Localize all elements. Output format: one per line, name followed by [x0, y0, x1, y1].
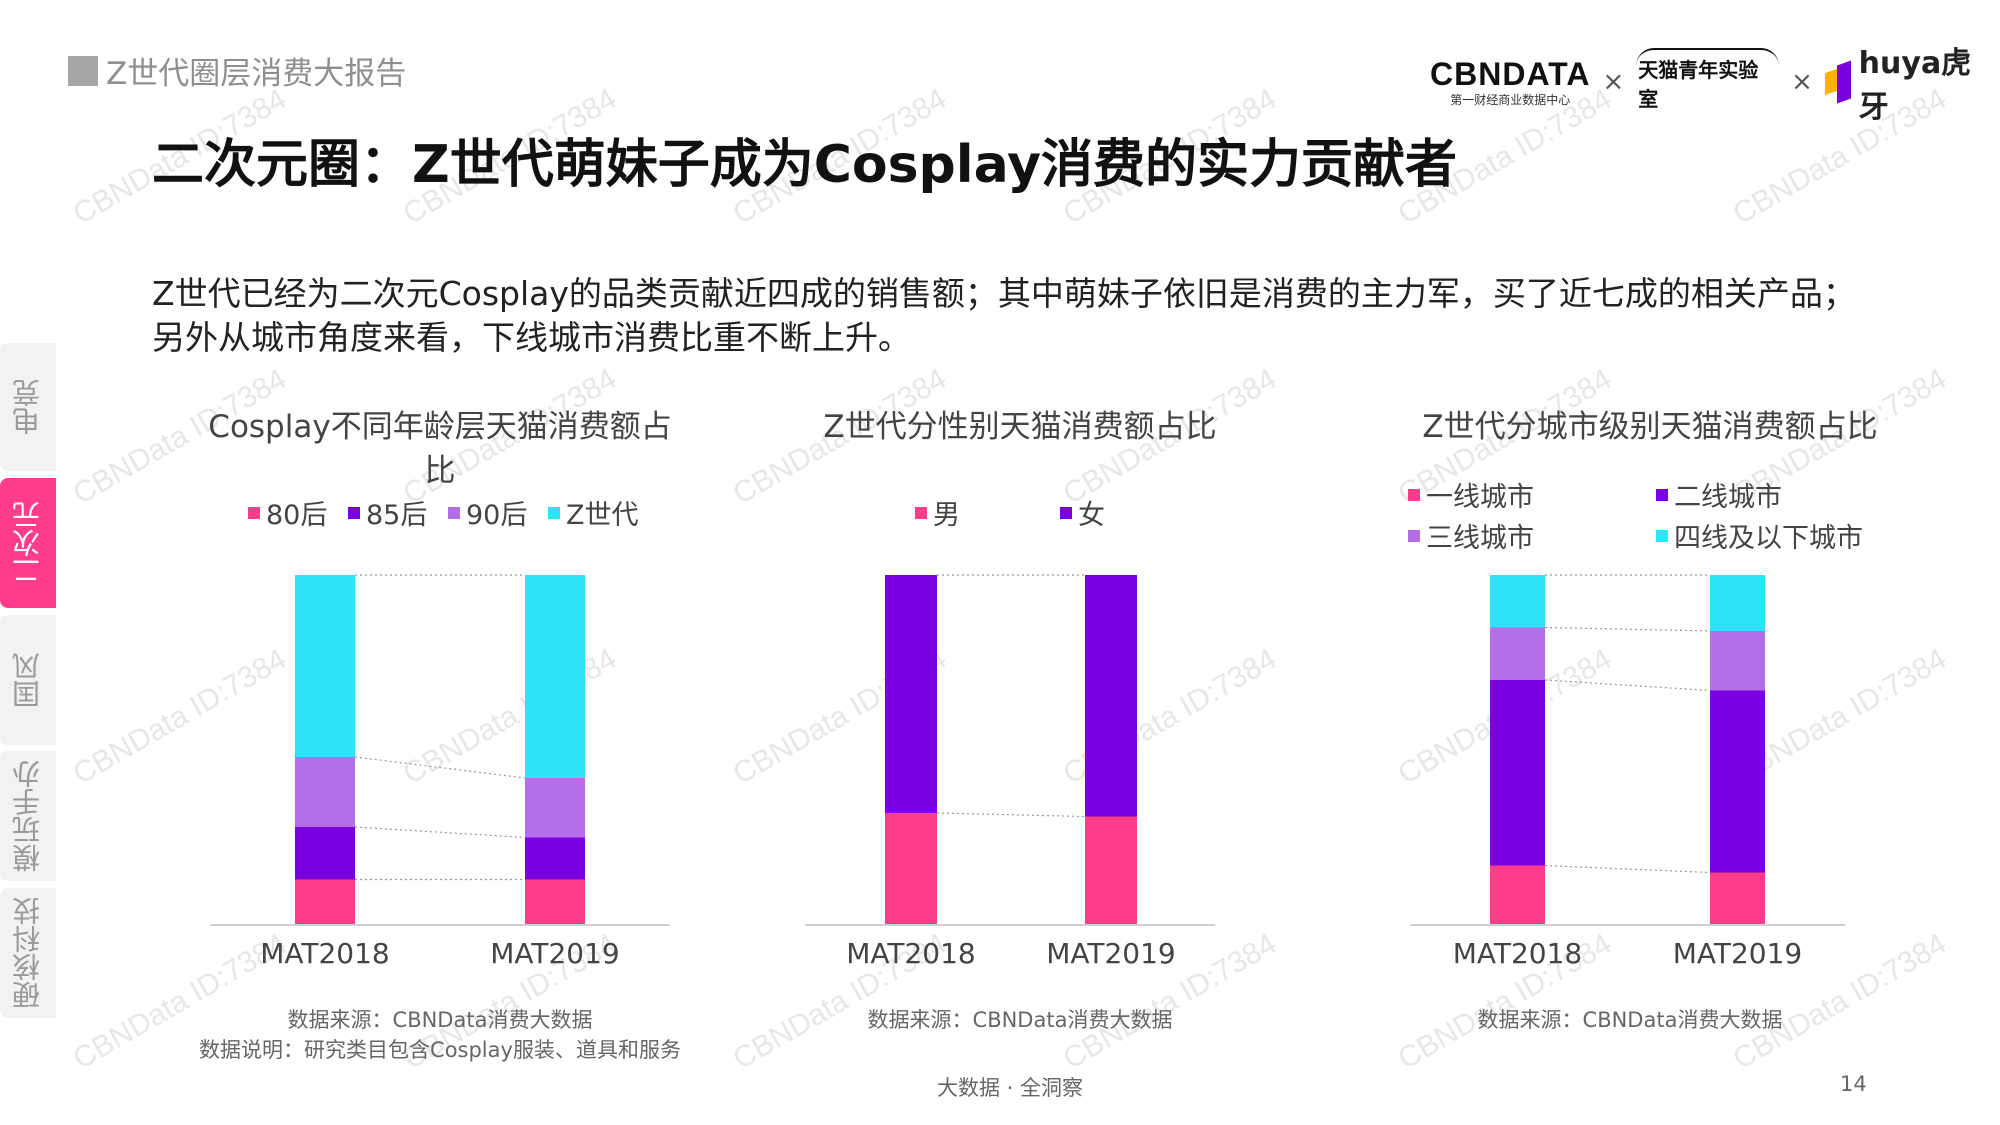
- x-tick-label: MAT2019: [1046, 937, 1176, 970]
- chart-3-source: 数据来源：CBNData消费大数据: [1477, 1008, 1783, 1032]
- bar-segment: [525, 778, 585, 838]
- bar-segment: [1490, 575, 1545, 628]
- bar-segment: [525, 879, 585, 925]
- report-name: Z世代圈层消费大报告: [106, 56, 407, 92]
- legend-label: 85后: [366, 500, 428, 531]
- legend-label: 女: [1078, 500, 1105, 531]
- bar-segment: [295, 575, 355, 757]
- x-tick-label: MAT2019: [1673, 937, 1803, 970]
- legend-item: 女: [1060, 493, 1105, 532]
- legend-label: 三线城市: [1426, 523, 1534, 554]
- series-connector: [1544, 679, 1711, 692]
- chart-3-notes: 数据来源：CBNData消费大数据: [1410, 1005, 1850, 1035]
- x-tick-label: MAT2018: [1453, 937, 1583, 970]
- partner-logos: CBNDATA 第一财经商业数据中心 × 天猫青年实验室 × huya虎牙: [1430, 38, 2000, 126]
- bar-segment: [295, 827, 355, 880]
- side-tab-esports[interactable]: 电竞: [0, 343, 56, 471]
- legend-item: 二线城市: [1656, 475, 1782, 514]
- x-tick-label: MAT2019: [490, 937, 620, 970]
- bar-segment: [525, 837, 585, 880]
- chart-1-plot: MAT2018 MAT2019: [210, 574, 670, 970]
- chart-2-title: Z世代分性别天猫消费额占比: [823, 409, 1217, 445]
- legend-item: Z世代: [548, 493, 639, 532]
- legend-item: 90后: [448, 493, 527, 532]
- side-tab-guofeng[interactable]: 国风: [0, 615, 56, 745]
- legend-item: 80后: [248, 493, 327, 532]
- bar-segment: [1710, 872, 1765, 925]
- legend-swatch: [348, 506, 360, 519]
- legend-swatch: [548, 506, 560, 519]
- legend-label: Z世代: [566, 500, 639, 531]
- legend-item: 男: [915, 493, 960, 532]
- bar-segment: [885, 575, 937, 813]
- chart-1-notes: 数据来源：CBNData消费大数据 数据说明：研究类目包含Cosplay服装、道…: [160, 1005, 720, 1065]
- series-connector: [1544, 864, 1711, 874]
- legend-label: 男: [933, 500, 960, 531]
- bar-segment: [1490, 627, 1545, 680]
- cbndata-logo-text: CBNDATA: [1430, 56, 1591, 92]
- legend-label: 二线城市: [1674, 482, 1782, 513]
- description-line: Z世代已经为二次元Cosplay的品类贡献近四成的销售额；其中萌妹子依旧是消费的…: [152, 274, 1856, 313]
- bar-segment: [295, 879, 355, 925]
- x-tick-label: MAT2018: [260, 937, 390, 970]
- tmall-lab-logo: 天猫青年实验室: [1636, 48, 1780, 116]
- legend-swatch: [1408, 488, 1420, 501]
- bar-segment: [1710, 690, 1765, 873]
- bar-segment: [1710, 575, 1765, 631]
- cbndata-logo-sub: 第一财经商业数据中心: [1450, 93, 1571, 107]
- legend-swatch: [248, 506, 260, 519]
- side-tab-tech[interactable]: 硬核科技: [0, 888, 56, 1018]
- legend-swatch: [1656, 529, 1668, 542]
- side-tab-models[interactable]: 模玩手办: [0, 751, 56, 881]
- page-number: 14: [1840, 1072, 1867, 1096]
- legend-swatch: [1060, 506, 1072, 519]
- bar-segment: [1490, 680, 1545, 866]
- legend-label: 一线城市: [1426, 482, 1534, 513]
- logo-separator: ×: [1791, 67, 1813, 97]
- huya-mark-icon: [1824, 60, 1853, 104]
- report-tag-square: [68, 55, 98, 86]
- bar-segment: [1490, 865, 1545, 925]
- chart-1-source: 数据来源：CBNData消费大数据: [287, 1008, 593, 1032]
- series-connector: [354, 756, 526, 779]
- bar-segment: [525, 575, 585, 778]
- page-title: 二次元圈：Z世代萌妹子成为Cosplay消费的实力贡献者: [152, 135, 1457, 195]
- chart-3-plot: MAT2018 MAT2019: [1410, 574, 1845, 970]
- chart-1-explanation: 数据说明：研究类目包含Cosplay服装、道具和服务: [199, 1038, 681, 1062]
- logo-separator: ×: [1602, 67, 1625, 97]
- x-tick-label: MAT2018: [846, 937, 976, 970]
- side-tab-acg[interactable]: 二次元: [0, 478, 56, 608]
- series-connector: [936, 812, 1086, 818]
- cbndata-logo: CBNDATA 第一财经商业数据中心: [1430, 56, 1590, 108]
- legend-label: 80后: [266, 500, 328, 531]
- report-tag: Z世代圈层消费大报告: [68, 48, 406, 93]
- legend-swatch: [448, 506, 460, 519]
- description: Z世代已经为二次元Cosplay的品类贡献近四成的销售额；其中萌妹子依旧是消费的…: [152, 272, 1912, 360]
- legend-label: 90后: [466, 500, 528, 531]
- legend-item: 一线城市: [1408, 475, 1534, 514]
- bar-segment: [1710, 631, 1765, 691]
- bar-segment: [885, 813, 937, 925]
- huya-logo: huya虎牙: [1824, 38, 2000, 126]
- legend-item: 85后: [348, 493, 427, 532]
- footer-slogan: 大数据 · 全洞察: [936, 1076, 1084, 1100]
- legend-swatch: [1656, 488, 1668, 501]
- bar-segment: [295, 757, 355, 827]
- chart-2-notes: 数据来源：CBNData消费大数据: [800, 1005, 1240, 1035]
- legend-label: 四线及以下城市: [1674, 523, 1863, 554]
- legend-swatch: [1408, 529, 1420, 542]
- legend-item: 三线城市: [1408, 516, 1534, 555]
- chart-2-source: 数据来源：CBNData消费大数据: [867, 1008, 1173, 1032]
- bar-segment: [1085, 575, 1137, 817]
- legend-swatch: [915, 506, 927, 519]
- description-line: 另外从城市角度来看，下线城市消费比重不断上升。: [152, 318, 911, 357]
- huya-logo-text: huya虎牙: [1858, 46, 1972, 125]
- chart-1-title: Cosplay不同年龄层天猫消费额占比: [208, 409, 672, 489]
- series-connector: [1544, 626, 1711, 632]
- legend-item: 四线及以下城市: [1656, 516, 1863, 555]
- chart-2-plot: MAT2018 MAT2019: [805, 574, 1215, 970]
- bar-segment: [1085, 816, 1137, 925]
- series-connector: [354, 826, 526, 839]
- chart-3-title: Z世代分城市级别天猫消费额占比: [1422, 409, 1878, 445]
